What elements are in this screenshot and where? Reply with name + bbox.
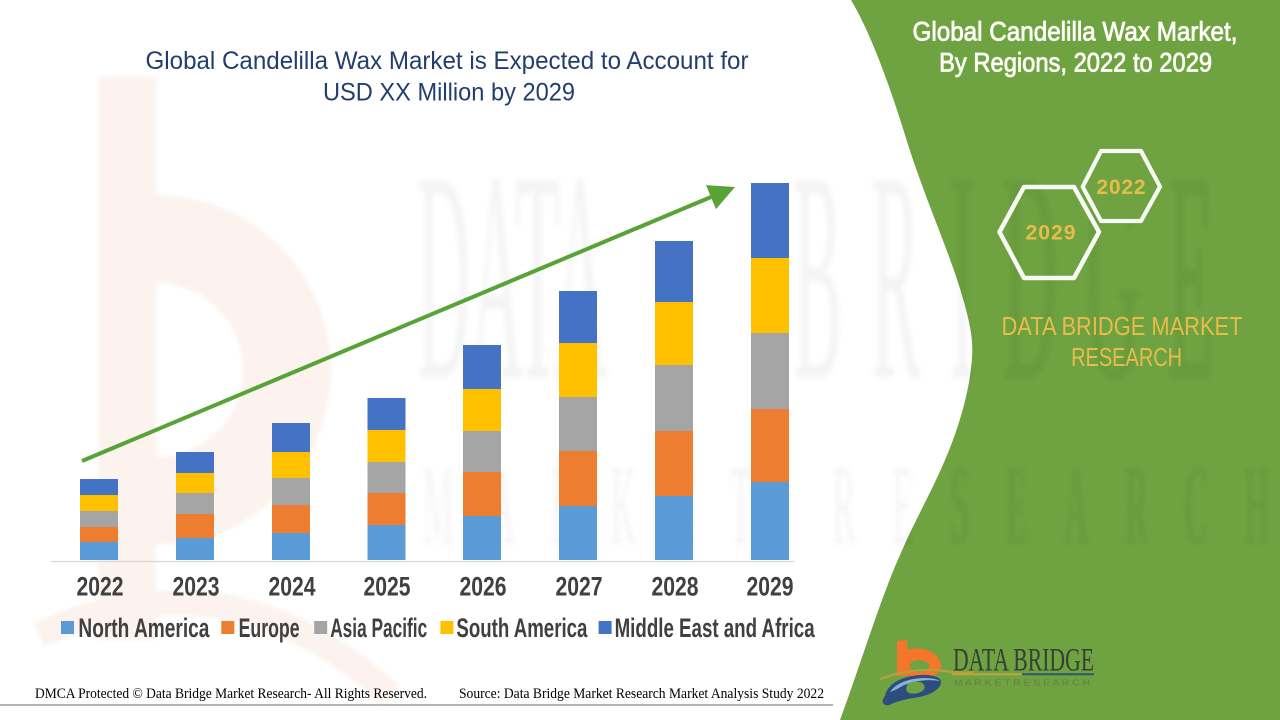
svg-text:2022: 2022 <box>77 572 124 602</box>
svg-text:2027: 2027 <box>556 572 603 602</box>
svg-text:South America: South America <box>456 613 587 643</box>
svg-text:USD XX Million by 2029: USD XX Million by 2029 <box>323 80 575 107</box>
svg-text:2022: 2022 <box>1097 175 1147 199</box>
svg-text:2028: 2028 <box>652 572 699 602</box>
svg-text:North America: North America <box>78 613 209 643</box>
svg-text:DATA BRIDGE MARKET: DATA BRIDGE MARKET <box>1002 313 1243 341</box>
svg-text:Global Candelilla Wax Market,: Global Candelilla Wax Market, <box>913 17 1238 47</box>
svg-text:2024: 2024 <box>269 572 316 602</box>
svg-text:2029: 2029 <box>1026 221 1077 245</box>
svg-text:DMCA Protected © Data Bridge M: DMCA Protected © Data Bridge Market Rese… <box>35 686 427 702</box>
svg-text:Middle East and Africa: Middle East and Africa <box>615 613 815 643</box>
svg-text:2029: 2029 <box>747 572 794 602</box>
svg-text:RESEARCH: RESEARCH <box>1071 344 1182 372</box>
svg-text:Source: Data Bridge Market Res: Source: Data Bridge Market Research Mark… <box>459 686 824 702</box>
svg-text:Global Candelilla Wax Market i: Global Candelilla Wax Market is Expected… <box>146 48 749 75</box>
svg-text:By Regions, 2022 to 2029: By Regions, 2022 to 2029 <box>939 48 1212 78</box>
svg-text:Asia Pacific: Asia Pacific <box>330 613 427 643</box>
svg-text:2026: 2026 <box>460 572 507 602</box>
svg-text:Europe: Europe <box>239 613 300 643</box>
svg-text:2025: 2025 <box>364 572 411 602</box>
svg-text:2023: 2023 <box>173 572 220 602</box>
svg-text:DATA BRIDGE: DATA BRIDGE <box>953 643 1094 679</box>
svg-text:M A R K E T R E S E A R C H: M A R K E T R E S E A R C H <box>954 679 1090 688</box>
